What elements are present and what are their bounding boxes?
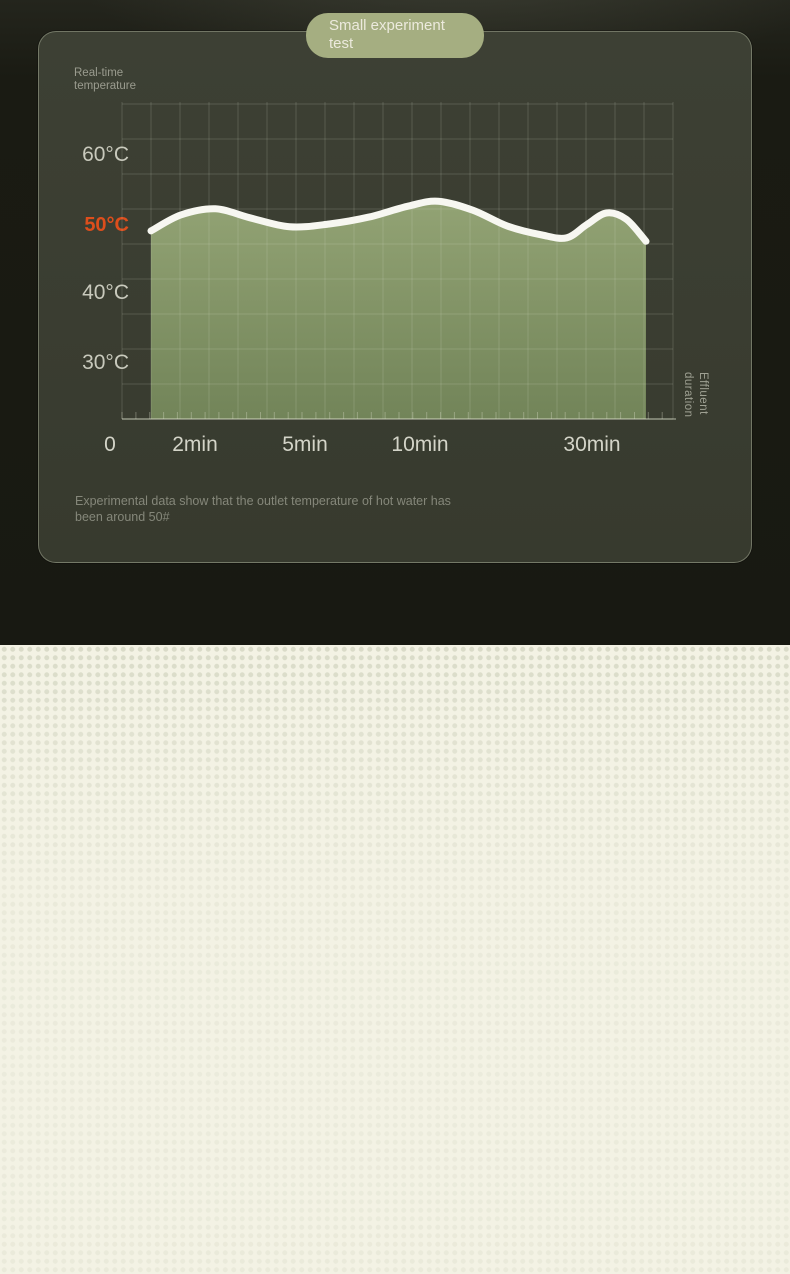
y-tick-40: 40°C (82, 281, 129, 304)
chart-caption: Experimental data show that the outlet t… (75, 494, 451, 524)
halftone-dots-pattern (0, 645, 790, 1274)
experiment-section: Small experiment test Real-time temperat… (0, 0, 790, 645)
temperature-chart-card: Real-time temperature 60°C 50°C 40°C 30°… (38, 31, 752, 563)
x-tick-30min: 30min (563, 433, 621, 456)
experiment-badge: Small experiment test (306, 13, 484, 58)
x-tick-10min: 10min (391, 433, 449, 456)
temperature-area-chart (121, 102, 676, 420)
badge-line2: test (329, 35, 354, 52)
x-tick-0: 0 (104, 433, 116, 456)
y-tick-50-highlight: 50°C (84, 214, 129, 236)
x-tick-2min: 2min (172, 433, 218, 456)
y-tick-30: 30°C (82, 351, 129, 374)
scenario-section: Iti-a multi-purpose scenario y puk Not o… (0, 645, 790, 1274)
x-axis-title: Effluent duration (682, 372, 709, 418)
y-axis-title: Real-time temperature (74, 67, 137, 92)
x-tick-5min: 5min (282, 433, 328, 456)
badge-line1: Small experiment (329, 17, 445, 34)
y-tick-60: 60°C (82, 143, 129, 166)
